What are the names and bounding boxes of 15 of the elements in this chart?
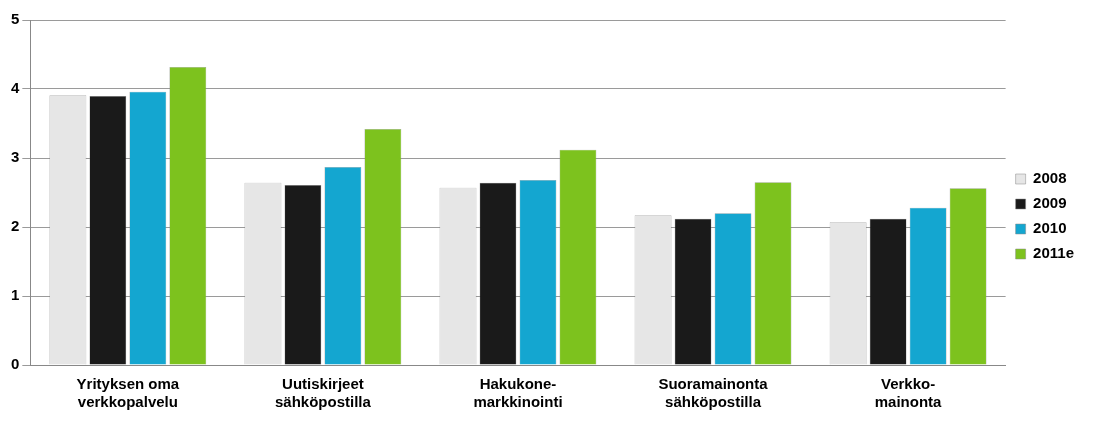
legend-label: 2010 (1033, 219, 1067, 237)
legend-label: 2009 (1033, 194, 1067, 212)
y-tick-label: 4 (11, 79, 20, 97)
y-tick-label: 5 (11, 10, 20, 28)
y-tick-label: 1 (11, 286, 20, 304)
y-tick-label: 2 (11, 217, 20, 235)
x-tick-label: Yrityksen oma verkkopalvelu (76, 375, 180, 411)
x-tick-label: Verkko- mainonta (874, 375, 943, 411)
x-tick-label: Uutiskirjeet sähköpostilla (274, 375, 372, 411)
y-tick-label: 3 (11, 148, 20, 166)
x-tick-label: Suoramainonta sähköpostilla (658, 375, 769, 411)
y-tick-label: 0 (11, 355, 20, 373)
x-tick-label: Hakukone- markkinointi (473, 375, 563, 411)
legend-label: 2011e (1033, 244, 1075, 262)
legend-label: 2008 (1033, 169, 1067, 187)
